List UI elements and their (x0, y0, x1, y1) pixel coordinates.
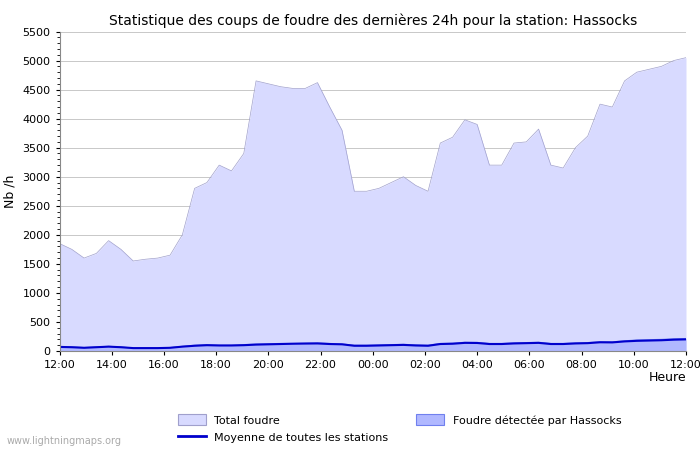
Text: www.lightningmaps.org: www.lightningmaps.org (7, 436, 122, 446)
Title: Statistique des coups de foudre des dernières 24h pour la station: Hassocks: Statistique des coups de foudre des dern… (108, 13, 637, 27)
Legend: Total foudre, Moyenne de toutes les stations, Foudre détectée par Hassocks: Total foudre, Moyenne de toutes les stat… (178, 414, 622, 442)
Text: Heure: Heure (648, 371, 686, 384)
Y-axis label: Nb /h: Nb /h (4, 175, 17, 208)
